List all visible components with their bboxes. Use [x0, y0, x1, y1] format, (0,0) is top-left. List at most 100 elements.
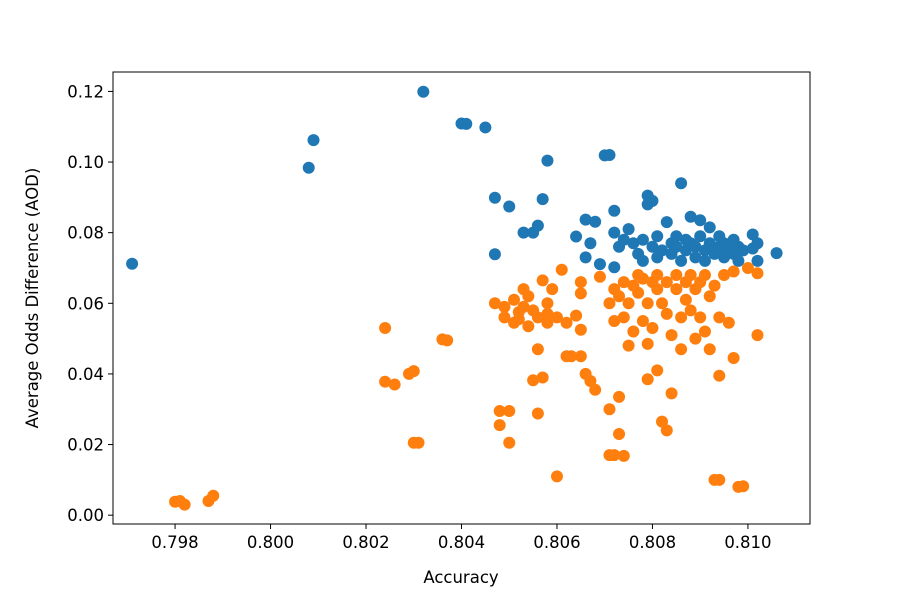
data-point-series-1-112: [722, 316, 735, 329]
data-point-series-0-17: [579, 251, 592, 264]
data-point-series-1-107: [708, 279, 721, 292]
data-point-series-1-45: [565, 350, 578, 363]
data-point-series-1-7: [388, 378, 401, 391]
data-point-series-0-35: [646, 240, 659, 253]
data-point-series-0-50: [684, 210, 697, 223]
data-point-series-0-69: [737, 244, 750, 257]
data-point-series-1-54: [593, 270, 606, 283]
x-tick-label: 0.800: [247, 533, 294, 552]
data-point-series-0-40: [660, 216, 673, 229]
data-point-series-1-61: [613, 427, 626, 440]
data-point-series-0-19: [589, 215, 602, 228]
data-point-series-0-74: [770, 247, 783, 260]
x-axis-ticks: 0.798 0.800 0.802 0.804 0.806 0.808 0.810: [151, 524, 772, 552]
data-point-series-1-104: [703, 343, 716, 356]
data-point-series-1-113: [727, 265, 740, 278]
x-tick-label: 0.802: [342, 533, 389, 552]
data-point-series-1-64: [617, 449, 630, 462]
data-point-series-1-82: [651, 269, 664, 282]
y-tick-label: 0.00: [67, 506, 104, 525]
data-point-series-1-105: [703, 290, 716, 303]
data-point-series-0-43: [670, 240, 683, 253]
data-point-series-1-52: [584, 374, 597, 387]
data-point-series-0-9: [503, 200, 516, 213]
data-point-series-1-116: [737, 480, 750, 493]
data-point-series-1-11: [412, 436, 425, 449]
data-point-series-1-88: [665, 387, 678, 400]
data-point-series-0-54: [694, 230, 707, 243]
data-point-series-1-33: [531, 407, 544, 420]
data-point-series-0-46: [675, 254, 688, 267]
data-point-series-0-1: [302, 161, 315, 174]
data-point-series-0-38: [651, 230, 664, 243]
data-point-series-0-14: [541, 154, 554, 167]
data-point-series-1-62: [613, 390, 626, 403]
data-point-series-1-58: [608, 449, 621, 462]
y-tick-label: 0.10: [67, 153, 104, 172]
data-point-series-1-43: [560, 316, 573, 329]
data-point-series-1-49: [574, 287, 587, 300]
data-point-series-1-24: [512, 313, 525, 326]
data-point-series-0-13: [536, 193, 549, 206]
data-point-series-0-45: [675, 177, 688, 190]
data-point-series-1-108: [713, 473, 726, 486]
points-layer: [126, 85, 783, 511]
data-point-series-1-110: [713, 369, 726, 382]
data-point-series-0-23: [608, 261, 621, 274]
data-point-series-0-24: [608, 204, 621, 217]
data-point-series-1-14: [488, 297, 501, 310]
y-tick-label: 0.02: [67, 436, 104, 455]
data-point-series-1-48: [574, 350, 587, 363]
data-point-series-1-66: [617, 311, 630, 324]
x-tick-label: 0.806: [533, 533, 580, 552]
data-point-series-0-29: [627, 237, 640, 250]
data-point-series-0-70: [746, 228, 759, 241]
data-point-series-0-68: [732, 254, 745, 267]
data-point-series-1-20: [503, 436, 516, 449]
data-point-series-1-18: [498, 311, 511, 324]
data-point-series-1-114: [727, 352, 740, 365]
data-point-series-0-7: [488, 191, 501, 204]
data-point-series-1-60: [608, 314, 621, 327]
data-point-series-1-47: [574, 323, 587, 336]
data-point-series-1-111: [718, 269, 731, 282]
data-point-series-0-2: [307, 134, 320, 147]
data-point-series-0-10: [517, 226, 530, 239]
y-tick-label: 0.06: [67, 294, 104, 313]
data-point-series-1-75: [641, 373, 654, 386]
data-point-series-1-22: [508, 293, 521, 306]
data-point-series-1-71: [632, 286, 645, 299]
data-point-series-1-67: [622, 297, 635, 310]
data-point-series-1-40: [550, 470, 563, 483]
data-point-series-1-30: [527, 374, 540, 387]
y-tick-label: 0.08: [67, 224, 104, 243]
data-point-series-0-8: [488, 248, 501, 261]
data-point-series-0-18: [584, 237, 597, 250]
data-point-series-1-13: [441, 334, 454, 347]
data-point-series-0-6: [479, 121, 492, 134]
data-point-series-0-12: [531, 219, 544, 232]
data-point-series-1-77: [641, 297, 654, 310]
data-point-series-1-84: [656, 415, 669, 428]
data-point-series-1-89: [665, 329, 678, 342]
x-tick-label: 0.798: [151, 533, 198, 552]
data-point-series-1-86: [660, 276, 673, 289]
data-point-series-1-36: [541, 297, 554, 310]
data-point-series-0-36: [646, 194, 659, 207]
data-point-series-1-81: [651, 283, 664, 296]
data-point-series-0-52: [689, 240, 702, 253]
data-point-series-1-73: [636, 314, 649, 327]
data-point-series-0-72: [751, 237, 764, 250]
data-point-series-1-4: [207, 489, 220, 502]
data-point-series-0-5: [460, 117, 473, 130]
data-point-series-1-16: [493, 419, 506, 432]
data-point-series-1-27: [522, 320, 535, 333]
data-point-series-1-17: [498, 300, 511, 313]
data-point-series-1-39: [546, 283, 559, 296]
data-point-series-1-74: [636, 272, 649, 285]
data-point-series-0-51: [689, 251, 702, 264]
data-point-series-0-57: [703, 221, 716, 234]
data-point-series-1-46: [570, 309, 583, 322]
data-point-series-0-73: [751, 254, 764, 267]
data-point-series-0-53: [694, 214, 707, 227]
